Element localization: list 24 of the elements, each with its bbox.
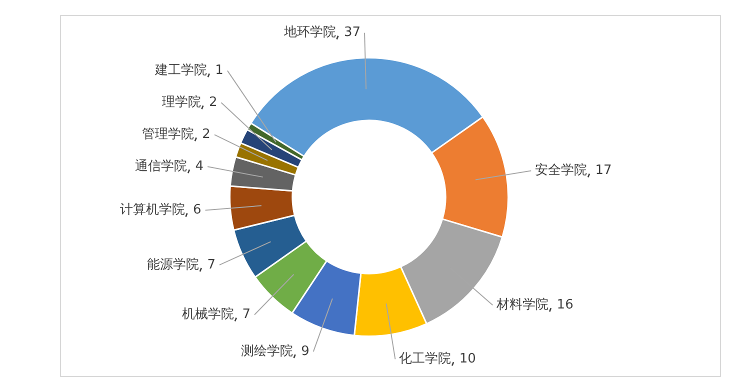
slice-label: 化工学院	[399, 352, 452, 367]
slice-label: 安全学院	[535, 162, 588, 178]
slice-label: 能源学院	[147, 257, 200, 272]
data-label: 7	[207, 257, 216, 272]
slice-label: 测绘学院	[240, 344, 293, 359]
data-label: 7	[242, 307, 250, 322]
slice-label: 计算机学院	[120, 202, 185, 218]
slice-label: 建工学院	[154, 63, 208, 78]
data-label: 10	[459, 352, 476, 367]
slice-label: 材料学院	[496, 297, 549, 312]
data-label: 6	[193, 202, 202, 218]
slice-label: 机械学院	[182, 307, 234, 322]
slice-label: 地环学院	[282, 25, 336, 40]
data-label: 37	[344, 25, 361, 40]
data-label: 17	[595, 163, 612, 178]
data-label: 9	[301, 344, 310, 359]
slice-label: 管理学院	[142, 127, 194, 142]
data-label: 1	[215, 63, 224, 78]
data-label: 2	[208, 95, 218, 110]
slice-label: 理学院	[162, 95, 201, 110]
data-label: 2	[202, 127, 210, 142]
slice-label: 通信学院	[135, 159, 188, 174]
data-label: 16	[556, 297, 574, 312]
data-label: 4	[195, 159, 204, 174]
